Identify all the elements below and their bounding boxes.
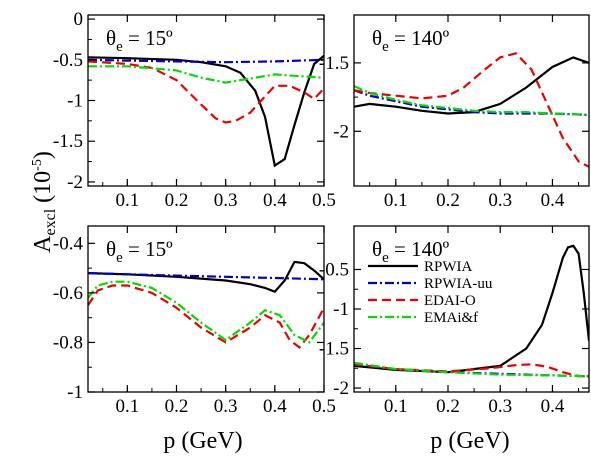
y-tick-label: -1.5 — [319, 53, 349, 74]
x-tick-label: 0.3 — [488, 396, 512, 417]
panel-annotation: θe = 15º — [106, 237, 173, 266]
panel-top-right: 0.1 0.2 0.3 0.4 -1.5 -2 θe = 140º — [319, 14, 590, 211]
series-line-4 — [354, 361, 589, 378]
series-line-3 — [88, 284, 324, 349]
y-tick-label: -0.5 — [53, 50, 83, 71]
x-tick-label: 0.5 — [312, 190, 336, 211]
y-tick-label: -1.5 — [53, 131, 83, 152]
x-axis-label: p (GeV) — [163, 428, 242, 454]
series-line-3 — [88, 60, 324, 124]
y-tick-label: -2 — [67, 172, 83, 193]
y-axis-label: Aexcl (10-5) — [30, 151, 59, 253]
series-line-3 — [354, 363, 589, 378]
legend-label: EDAI-O — [424, 293, 476, 309]
x-tick-label: 0.2 — [165, 396, 189, 417]
panel-top-left: 0.1 0.2 0.3 0.4 0.5 0 -0.5 -1 -1.5 -2 θe = 15º — [53, 9, 336, 211]
x-tick-label: 0.4 — [263, 396, 287, 417]
x-tick-label: 0.2 — [165, 190, 189, 211]
series-line-2 — [88, 272, 324, 281]
series-line-1 — [354, 56, 589, 115]
y-tick-label: -0.8 — [53, 332, 83, 353]
x-tick-label: 0.1 — [384, 396, 408, 417]
x-tick-label: 0.4 — [541, 190, 565, 211]
panel-annotation: θe = 140º — [372, 26, 450, 55]
plot-frame — [87, 225, 325, 393]
legend-label: RPWIA — [424, 259, 473, 275]
series-line-2 — [88, 58, 324, 64]
series-line-3 — [354, 52, 589, 168]
plot-frame — [353, 14, 590, 187]
y-tick-label: -0.6 — [53, 283, 83, 304]
series-line-4 — [88, 65, 324, 84]
x-tick-label: 0.1 — [115, 190, 139, 211]
y-tick-label: -1 — [67, 91, 83, 112]
series-line-1 — [354, 244, 589, 374]
series-line-4 — [354, 85, 589, 116]
y-tick-label: -2 — [333, 378, 349, 399]
series-line-4 — [88, 280, 324, 344]
x-tick-label: 0.1 — [384, 190, 408, 211]
x-tick-label: 0.3 — [214, 396, 238, 417]
y-tick-label: -1.5 — [319, 339, 349, 360]
panel-bottom-left: 0.1 0.2 0.3 0.4 0.5 -0.4 -0.6 -0.8 -1 θe = 15º — [53, 225, 336, 417]
x-tick-label: 0.4 — [263, 190, 287, 211]
y-tick-label: -1 — [333, 299, 349, 320]
x-tick-label: 0.4 — [541, 396, 565, 417]
y-tick-label: 0 — [74, 9, 84, 30]
series-line-1 — [88, 54, 324, 168]
series-line-1 — [88, 260, 324, 294]
x-tick-label: 0.3 — [488, 190, 512, 211]
y-tick-label: -2 — [333, 121, 349, 142]
x-tick-label: 0.3 — [214, 190, 238, 211]
y-tick-label: -0.4 — [53, 233, 84, 254]
panel-annotation: θe = 15º — [106, 26, 173, 55]
x-tick-label: 0.2 — [436, 190, 460, 211]
legend-label: RPWIA-uu — [424, 276, 493, 292]
y-tick-label: -0.5 — [319, 259, 349, 280]
x-axis-label-right: p (GeV) — [430, 428, 509, 454]
y-tick-label: -1 — [67, 382, 83, 403]
x-tick-label: 0.5 — [312, 396, 336, 417]
panel-bottom-right: 0.1 0.2 0.3 0.4 -0.5 -1 -1.5 -2 θe = 140º — [319, 225, 590, 417]
panel-annotation: θe = 140º — [372, 237, 450, 266]
x-tick-label: 0.1 — [115, 396, 139, 417]
x-tick-label: 0.2 — [436, 396, 460, 417]
legend-label: EMAi&f — [424, 310, 478, 326]
